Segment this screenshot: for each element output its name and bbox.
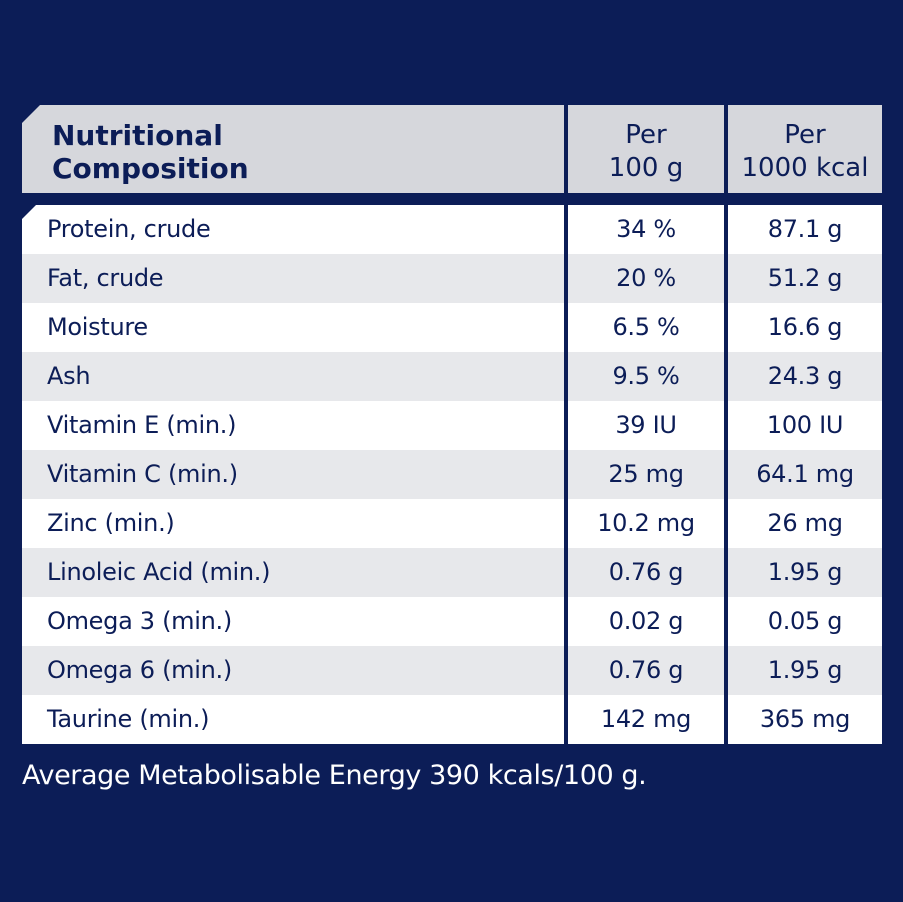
value-per-1000kcal: 1.95 g bbox=[728, 548, 882, 597]
table-row: Fat, crude 20 % 51.2 g bbox=[22, 254, 882, 303]
nutrient-name: Fat, crude bbox=[22, 254, 564, 303]
nutrient-name: Moisture bbox=[22, 303, 564, 352]
table-header: Nutritional Composition Per 100 g Per 10… bbox=[22, 105, 882, 193]
value-per-100g: 0.76 g bbox=[568, 548, 724, 597]
header-title-line1: Nutritional bbox=[52, 119, 223, 152]
column-divider bbox=[724, 205, 728, 254]
header-spacer bbox=[22, 193, 882, 205]
value-per-100g: 9.5 % bbox=[568, 352, 724, 401]
table-row: Ash 9.5 % 24.3 g bbox=[22, 352, 882, 401]
column-divider bbox=[564, 548, 568, 597]
table-row: Protein, crude 34 % 87.1 g bbox=[22, 205, 882, 254]
value-per-100g: 20 % bbox=[568, 254, 724, 303]
column-divider bbox=[724, 646, 728, 695]
value-per-1000kcal: 365 mg bbox=[728, 695, 882, 744]
energy-footnote: Average Metabolisable Energy 390 kcals/1… bbox=[22, 760, 647, 791]
table-row: Vitamin E (min.) 39 IU 100 IU bbox=[22, 401, 882, 450]
value-per-1000kcal: 0.05 g bbox=[728, 597, 882, 646]
column-divider bbox=[564, 597, 568, 646]
column-divider bbox=[724, 499, 728, 548]
header-per-1000kcal: Per 1000 kcal bbox=[728, 105, 882, 193]
column-divider bbox=[564, 646, 568, 695]
column-divider bbox=[564, 352, 568, 401]
column-divider bbox=[564, 450, 568, 499]
value-per-1000kcal: 24.3 g bbox=[728, 352, 882, 401]
header-per-1000kcal-line1: Per bbox=[784, 120, 826, 150]
value-per-100g: 10.2 mg bbox=[568, 499, 724, 548]
column-divider bbox=[724, 105, 728, 193]
nutrient-name: Ash bbox=[22, 352, 564, 401]
column-divider bbox=[724, 352, 728, 401]
column-divider bbox=[564, 499, 568, 548]
header-per-1000kcal-line2: 1000 kcal bbox=[741, 153, 869, 183]
nutrient-name: Vitamin E (min.) bbox=[22, 401, 564, 450]
value-per-1000kcal: 87.1 g bbox=[728, 205, 882, 254]
nutrient-name: Linoleic Acid (min.) bbox=[22, 548, 564, 597]
column-divider bbox=[724, 695, 728, 744]
column-divider bbox=[724, 450, 728, 499]
nutrient-name: Taurine (min.) bbox=[22, 695, 564, 744]
header-per-100g-line2: 100 g bbox=[608, 153, 684, 183]
header-title-line2: Composition bbox=[52, 152, 249, 185]
column-divider bbox=[724, 401, 728, 450]
column-divider bbox=[724, 303, 728, 352]
value-per-100g: 0.02 g bbox=[568, 597, 724, 646]
table-row: Linoleic Acid (min.) 0.76 g 1.95 g bbox=[22, 548, 882, 597]
column-divider bbox=[564, 254, 568, 303]
nutrient-name: Omega 6 (min.) bbox=[22, 646, 564, 695]
column-divider bbox=[724, 254, 728, 303]
column-divider bbox=[564, 105, 568, 193]
value-per-100g: 0.76 g bbox=[568, 646, 724, 695]
value-per-1000kcal: 51.2 g bbox=[728, 254, 882, 303]
header-per-100g: Per 100 g bbox=[568, 105, 724, 193]
table-body: Protein, crude 34 % 87.1 g Fat, crude 20 % 51… bbox=[22, 205, 882, 744]
nutrient-name: Vitamin C (min.) bbox=[22, 450, 564, 499]
value-per-1000kcal: 100 IU bbox=[728, 401, 882, 450]
nutrient-name: Protein, crude bbox=[22, 205, 564, 254]
nutrient-name: Zinc (min.) bbox=[22, 499, 564, 548]
value-per-100g: 39 IU bbox=[568, 401, 724, 450]
value-per-100g: 142 mg bbox=[568, 695, 724, 744]
value-per-100g: 34 % bbox=[568, 205, 724, 254]
table-row: Omega 6 (min.) 0.76 g 1.95 g bbox=[22, 646, 882, 695]
table-row: Vitamin C (min.) 25 mg 64.1 mg bbox=[22, 450, 882, 499]
table-row: Moisture 6.5 % 16.6 g bbox=[22, 303, 882, 352]
value-per-1000kcal: 16.6 g bbox=[728, 303, 882, 352]
column-divider bbox=[564, 695, 568, 744]
column-divider bbox=[724, 548, 728, 597]
value-per-100g: 25 mg bbox=[568, 450, 724, 499]
value-per-100g: 6.5 % bbox=[568, 303, 724, 352]
column-divider bbox=[724, 597, 728, 646]
column-divider bbox=[564, 303, 568, 352]
table-row: Zinc (min.) 10.2 mg 26 mg bbox=[22, 499, 882, 548]
value-per-1000kcal: 26 mg bbox=[728, 499, 882, 548]
table-row: Taurine (min.) 142 mg 365 mg bbox=[22, 695, 882, 744]
nutrition-table: Nutritional Composition Per 100 g Per 10… bbox=[22, 105, 882, 744]
value-per-1000kcal: 64.1 mg bbox=[728, 450, 882, 499]
header-per-100g-line1: Per bbox=[625, 120, 667, 150]
header-title: Nutritional Composition bbox=[22, 105, 564, 193]
column-divider bbox=[564, 401, 568, 450]
table-row: Omega 3 (min.) 0.02 g 0.05 g bbox=[22, 597, 882, 646]
column-divider bbox=[564, 205, 568, 254]
value-per-1000kcal: 1.95 g bbox=[728, 646, 882, 695]
nutrient-name: Omega 3 (min.) bbox=[22, 597, 564, 646]
